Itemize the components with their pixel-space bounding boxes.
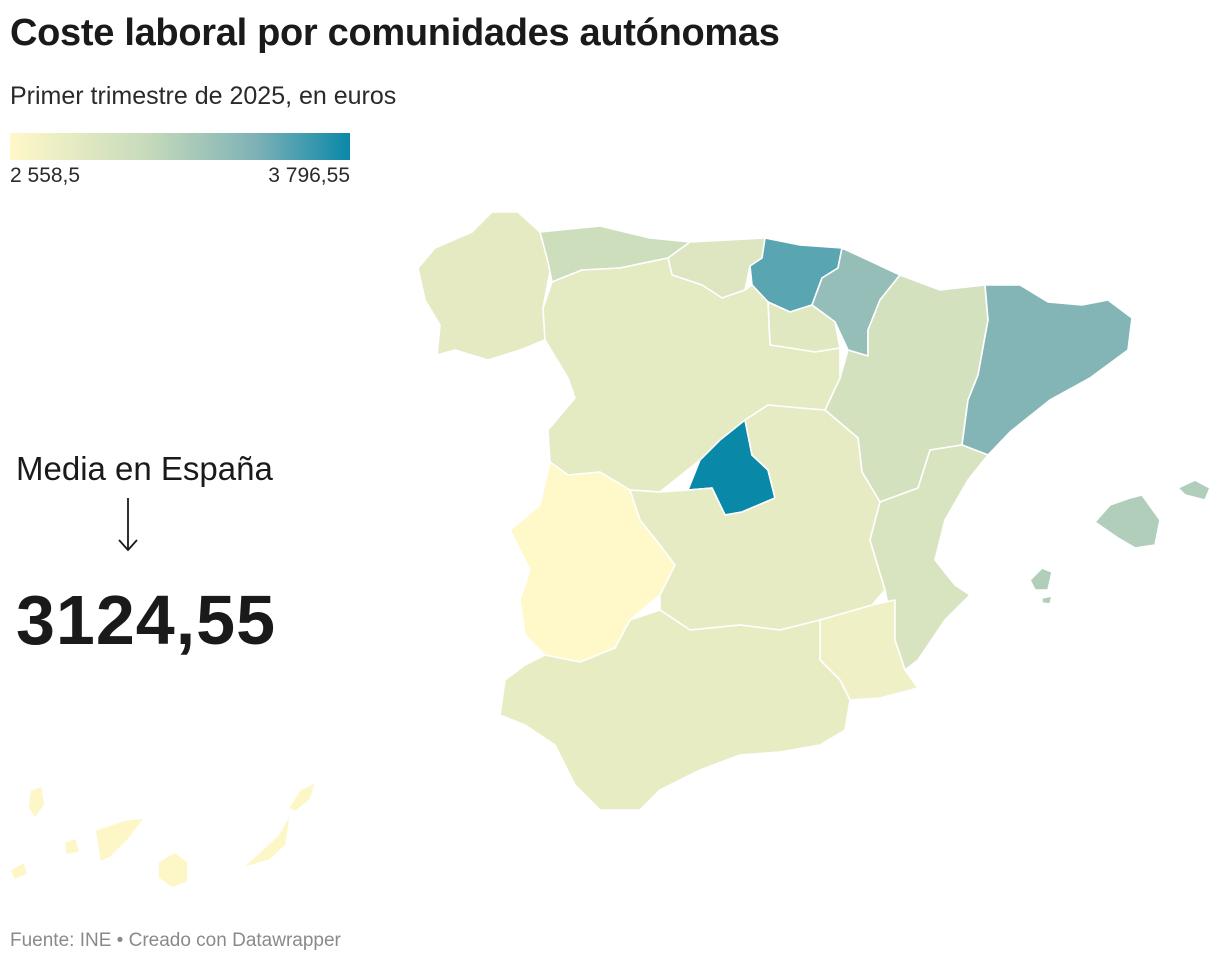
region-baleares-menorca[interactable]: Illes Balears [1177,479,1211,501]
region-cataluna[interactable]: Cataluña [961,284,1133,456]
chart-subtitle: Primer trimestre de 2025, en euros [10,82,397,110]
region-canarias-lapalma[interactable]: Canarias [27,785,46,819]
chart-title: Coste laboral por comunidades autónomas [10,12,780,54]
legend-gradient-bar [10,133,350,160]
region-canarias-lanzarote[interactable]: Canarias [287,781,317,813]
down-arrow-icon [118,498,138,552]
region-canarias-tenerife[interactable]: Canarias [94,817,146,863]
region-galicia[interactable]: Galicia [417,211,553,361]
region-baleares-ibiza[interactable]: Illes Balears [1029,567,1053,591]
legend-min-label: 2 558,5 [10,164,81,187]
color-legend: 2 558,5 3 796,55 [10,133,350,188]
source-note: Fuente: INE • Creado con Datawrapper [10,930,341,951]
region-andalucia[interactable]: Andalucía [499,609,851,811]
average-value: 3124,55 [16,581,277,659]
region-baleares-formentera[interactable]: Illes Balears [1041,595,1053,605]
region-canarias-lagomera[interactable]: Canarias [63,837,81,856]
region-valencia[interactable]: Comunidad Valenciana [869,444,989,671]
region-baleares-mallorca[interactable]: Illes Balears [1094,494,1161,549]
legend-max-label: 3 796,55 [268,164,350,187]
average-label: Media en España [16,450,273,487]
region-canarias-grancanaria[interactable]: Canarias [157,851,189,889]
region-canarias-elhierro[interactable]: Canarias [9,861,29,881]
region-castilla-la-mancha[interactable]: Castilla-La Mancha [629,404,886,631]
region-canarias-fuerteventura[interactable]: Canarias [241,804,293,869]
